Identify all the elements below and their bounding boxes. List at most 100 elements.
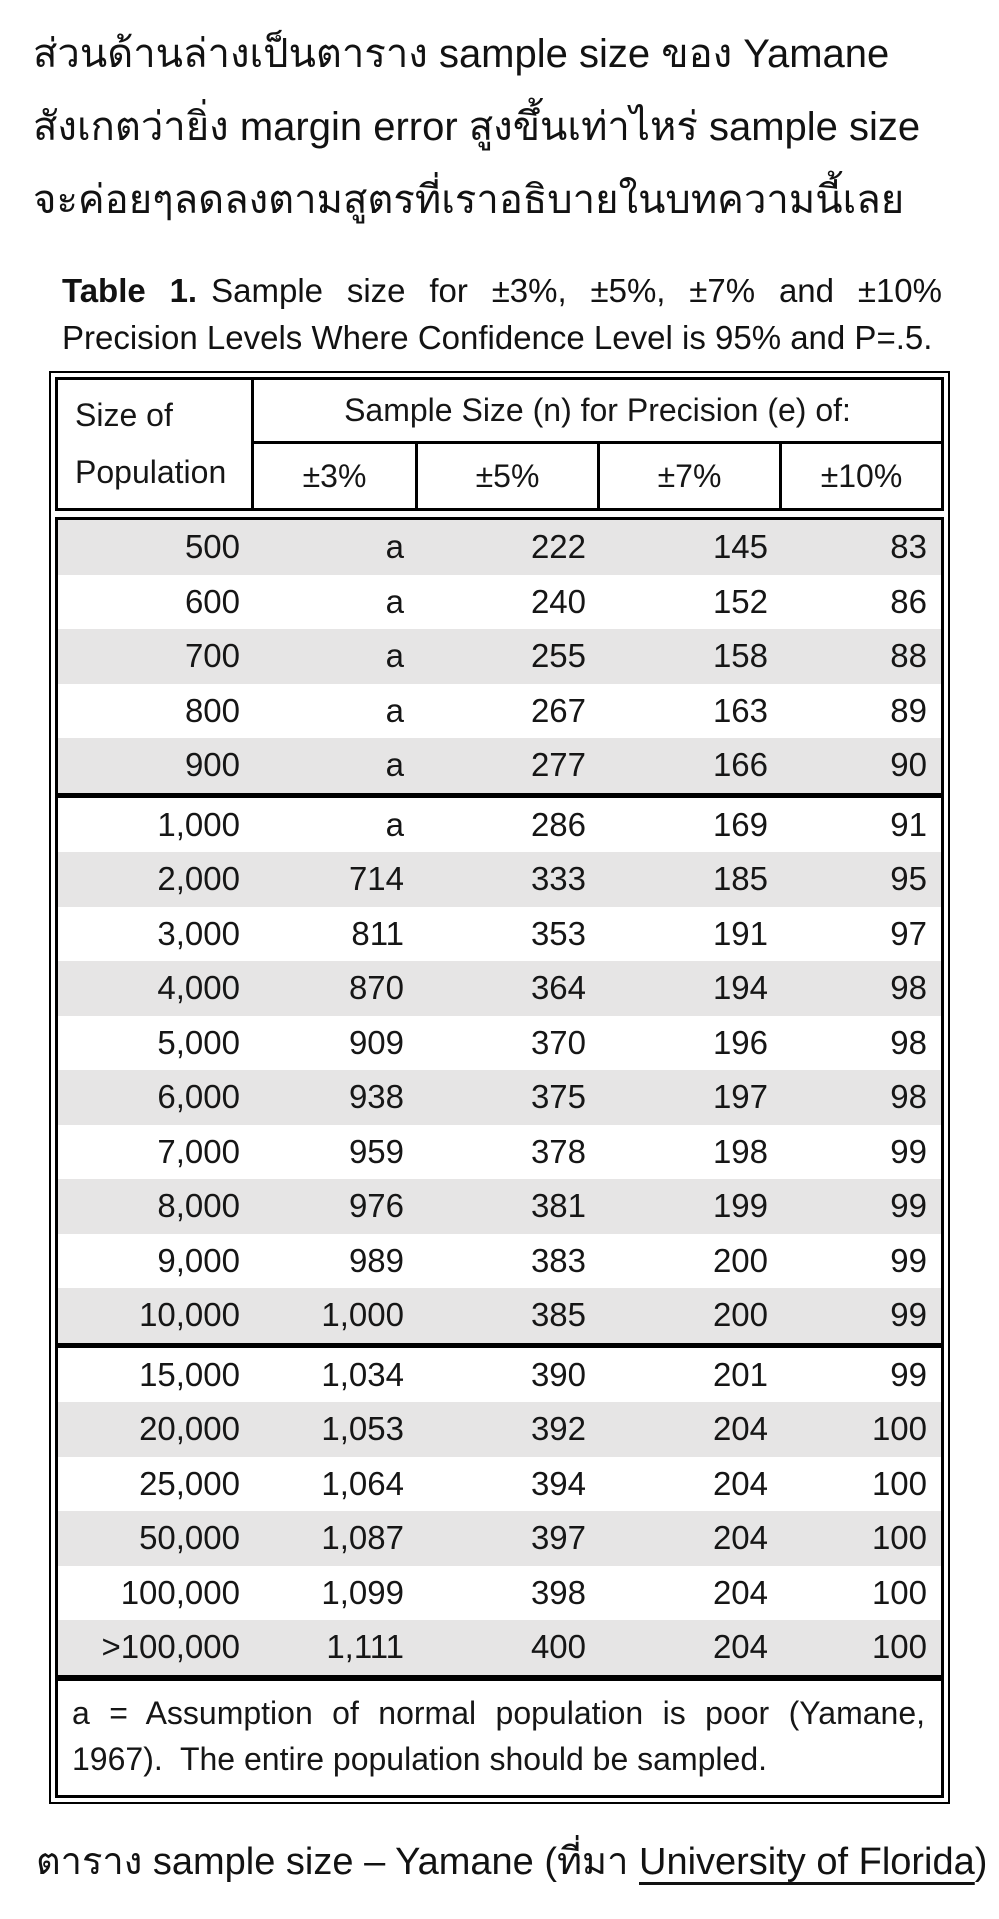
value-cell: 99: [890, 1187, 927, 1225]
table-row: 100,000 1,099 398 204 100: [58, 1566, 941, 1621]
population-cell: 20,000: [139, 1410, 240, 1448]
value-cell: 333: [530, 860, 586, 898]
table-title-label: Table 1.: [62, 272, 198, 309]
value-cell: 255: [530, 637, 586, 675]
population-cell: >100,000: [101, 1628, 240, 1666]
table-header: Size of Population Sample Size (n) for P…: [55, 377, 944, 511]
value-cell: 99: [890, 1296, 927, 1334]
value-cell: 870: [348, 969, 404, 1007]
value-cell: 95: [890, 860, 927, 898]
value-cell: 1,111: [326, 1628, 404, 1666]
value-cell: 204: [712, 1519, 768, 1557]
value-cell: 98: [890, 1078, 927, 1116]
population-header-cell: Size of Population: [58, 380, 254, 508]
value-cell: 204: [712, 1628, 768, 1666]
intro-line: ส่วนด้านล่างเป็นตาราง sample size ของ Ya…: [33, 32, 890, 76]
population-cell: 5,000: [157, 1023, 240, 1061]
table-row: 700 a 255 158 88: [58, 629, 941, 684]
table-row: 2,000 714 333 185 95: [58, 852, 941, 907]
precision-header-5pct: ±5%: [418, 444, 600, 508]
value-cell: 714: [348, 860, 404, 898]
value-cell: 394: [530, 1464, 586, 1502]
table-row: 20,000 1,053 392 204 100: [58, 1402, 941, 1457]
precision-header-7pct: ±7%: [600, 444, 782, 508]
value-cell: 100: [871, 1464, 927, 1502]
value-cell: 397: [530, 1519, 586, 1557]
population-cell: 1,000: [157, 805, 240, 843]
population-cell: 50,000: [139, 1519, 240, 1557]
value-cell: 100: [871, 1410, 927, 1448]
value-cell: 286: [530, 805, 586, 843]
population-cell: 4,000: [157, 969, 240, 1007]
caption-suffix: ): [974, 1840, 988, 1883]
value-cell: 378: [530, 1132, 586, 1170]
value-cell: 88: [890, 637, 927, 675]
population-cell: 3,000: [157, 914, 240, 952]
value-cell: 267: [530, 691, 586, 729]
value-cell: 385: [530, 1296, 586, 1334]
table-row: 15,000 1,034 390 201 99: [58, 1342, 941, 1403]
population-cell: 10,000: [139, 1296, 240, 1334]
population-cell: 9,000: [157, 1241, 240, 1279]
value-cell: 204: [712, 1573, 768, 1611]
value-cell: 1,087: [321, 1519, 404, 1557]
value-cell: a: [385, 805, 404, 843]
table-row: 9,000 989 383 200 99: [58, 1234, 941, 1289]
value-cell: 169: [712, 805, 768, 843]
value-cell: 938: [348, 1078, 404, 1116]
value-cell: 370: [530, 1023, 586, 1061]
value-cell: 158: [712, 637, 768, 675]
value-cell: 383: [530, 1241, 586, 1279]
population-cell: 600: [184, 582, 240, 620]
value-cell: 185: [712, 860, 768, 898]
value-cell: 194: [712, 969, 768, 1007]
value-cell: 277: [530, 746, 586, 784]
population-cell: 6,000: [157, 1078, 240, 1116]
value-cell: 98: [890, 969, 927, 1007]
value-cell: 400: [530, 1628, 586, 1666]
value-cell: 91: [890, 805, 927, 843]
value-cell: 145: [712, 528, 768, 566]
table-row: 1,000 a 286 169 91: [58, 792, 941, 853]
table-row: 6,000 938 375 197 98: [58, 1070, 941, 1125]
value-cell: 86: [890, 582, 927, 620]
value-cell: 811: [351, 914, 404, 952]
table-row: 8,000 976 381 199 99: [58, 1179, 941, 1234]
table-row: >100,000 1,111 400 204 100: [58, 1620, 941, 1675]
value-cell: 364: [530, 969, 586, 1007]
table-row: 25,000 1,064 394 204 100: [58, 1457, 941, 1512]
value-cell: a: [385, 637, 404, 675]
population-cell: 7,000: [157, 1132, 240, 1170]
value-cell: 99: [890, 1132, 927, 1170]
value-cell: 989: [348, 1241, 404, 1279]
value-cell: 222: [530, 528, 586, 566]
value-cell: 200: [712, 1296, 768, 1334]
value-cell: 100: [871, 1519, 927, 1557]
caption-text: ตาราง sample size – Yamane (ที่มา: [36, 1840, 639, 1883]
value-cell: 1,053: [321, 1410, 404, 1448]
value-cell: 197: [712, 1078, 768, 1116]
value-cell: 392: [530, 1410, 586, 1448]
value-cell: 166: [712, 746, 768, 784]
precision-header-3pct: ±3%: [254, 444, 418, 508]
population-header-line1: Size of: [75, 396, 173, 433]
precision-span-header: Sample Size (n) for Precision (e) of:: [254, 380, 941, 444]
value-cell: 381: [530, 1187, 586, 1225]
caption-source-link[interactable]: University of Florida: [639, 1840, 975, 1883]
precision-header-10pct: ±10%: [820, 457, 903, 494]
table-row: 10,000 1,000 385 200 99: [58, 1288, 941, 1343]
value-cell: 1,034: [321, 1355, 404, 1393]
table-footnote: a = Assumption of normal population is p…: [55, 1677, 944, 1798]
intro-line: จะค่อยๆลดลงตามสูตรที่เราอธิบายในบทความนี…: [33, 178, 905, 222]
table-row: 900 a 277 166 90: [58, 738, 941, 793]
population-cell: 15,000: [139, 1355, 240, 1393]
population-cell: 100,000: [120, 1573, 240, 1611]
intro-paragraph: ส่วนด้านล่างเป็นตาราง sample size ของ Ya…: [0, 0, 999, 237]
table-title: Table 1. Sample size for ±3%, ±5%, ±7% an…: [62, 267, 942, 361]
value-cell: 200: [712, 1241, 768, 1279]
population-header-line2: Population: [75, 453, 227, 490]
value-cell: 201: [712, 1355, 768, 1393]
value-cell: 1,064: [321, 1464, 404, 1502]
population-cell: 500: [184, 528, 240, 566]
table-row: 5,000 909 370 196 98: [58, 1016, 941, 1071]
